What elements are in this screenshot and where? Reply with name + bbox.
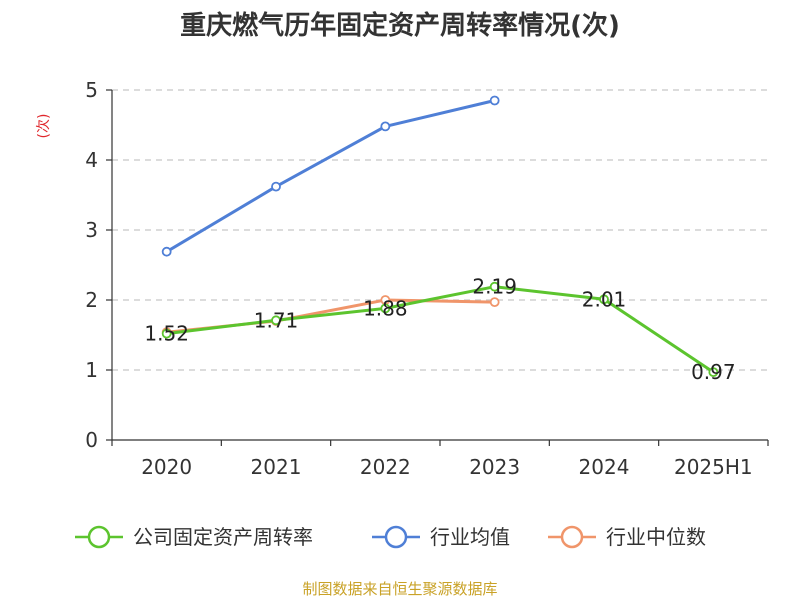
legend-label: 行业均值 xyxy=(430,525,510,549)
data-point xyxy=(489,297,500,308)
x-tick-label: 2025H1 xyxy=(674,455,753,479)
x-tick-label: 2020 xyxy=(141,455,192,479)
data-labels: 1.52 1.71 1.88 2.19 2.01 0.97 xyxy=(144,275,735,384)
data-label: 2.01 xyxy=(582,287,627,311)
data-label: 1.71 xyxy=(254,308,299,332)
data-point xyxy=(599,294,609,305)
legend-item[interactable]: 行业中位数 xyxy=(548,525,706,549)
data-label: 0.97 xyxy=(691,360,736,384)
data-point xyxy=(271,315,281,326)
series-layer xyxy=(161,95,719,378)
data-point xyxy=(489,281,500,292)
legend-marker xyxy=(384,525,408,549)
series-line xyxy=(166,285,715,374)
data-label: 1.88 xyxy=(363,296,408,320)
x-tick-label: 2023 xyxy=(469,455,520,479)
data-point xyxy=(161,246,172,257)
y-tick-label: 3 xyxy=(85,218,98,242)
data-label: 2.19 xyxy=(472,275,517,299)
source-note: 制图数据来自恒生聚源数据库 xyxy=(302,580,497,598)
legend[interactable]: 公司固定资产周转率 行业均值 行业中位数 xyxy=(75,525,706,549)
legend-item[interactable]: 行业均值 xyxy=(372,525,510,549)
y-tick-label: 2 xyxy=(85,288,98,312)
data-point xyxy=(271,181,281,192)
axes: 0 1 2 3 4 5 2020 2021 2022 2023 2024 2025H1 xyxy=(85,78,769,479)
x-tick-label: 2022 xyxy=(360,455,411,479)
y-tick-label: 1 xyxy=(85,358,98,382)
x-tick-label: 2024 xyxy=(579,455,630,479)
legend-marker xyxy=(560,525,584,549)
data-point xyxy=(380,303,391,314)
y-tick-label: 4 xyxy=(85,148,98,172)
y-tick-label: 0 xyxy=(85,428,98,452)
data-point xyxy=(489,95,500,106)
y-axis-label: (次) xyxy=(36,114,52,139)
x-tick-label: 2021 xyxy=(251,455,302,479)
legend-marker xyxy=(87,525,111,549)
data-point xyxy=(380,121,391,132)
data-point xyxy=(161,328,172,339)
series-line xyxy=(165,99,496,253)
data-point xyxy=(708,367,719,378)
legend-item[interactable]: 公司固定资产周转率 xyxy=(75,525,313,549)
y-tick-label: 5 xyxy=(85,78,98,102)
chart-title: 重庆燃气历年固定资产周转率情况(次) xyxy=(180,10,620,41)
legend-label: 公司固定资产周转率 xyxy=(133,525,313,549)
legend-label: 行业中位数 xyxy=(606,525,706,549)
data-label: 1.52 xyxy=(144,322,189,346)
